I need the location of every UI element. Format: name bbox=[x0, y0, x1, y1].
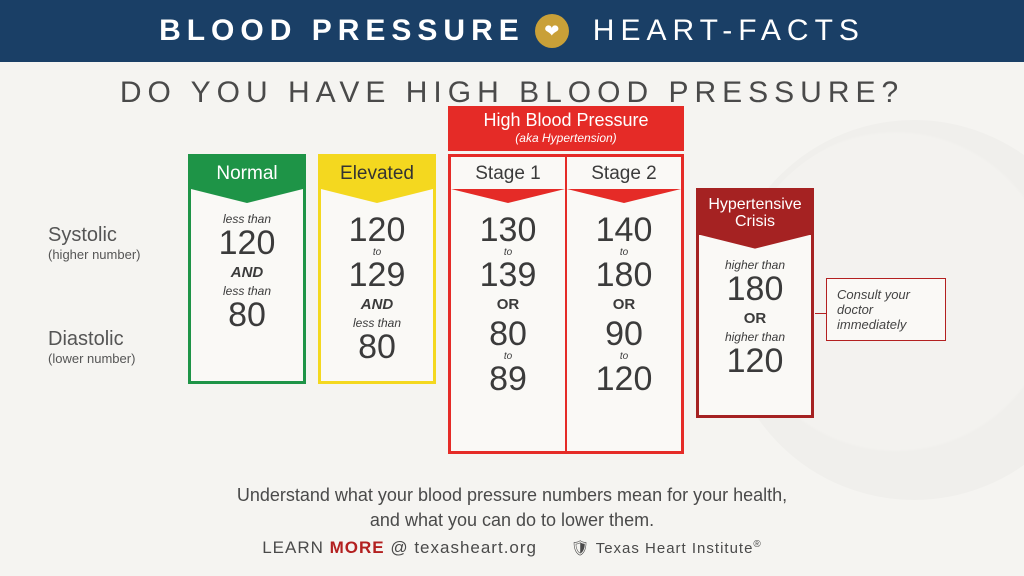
header-title-right: HEART-FACTS bbox=[593, 14, 865, 48]
card-stage2: Stage 2 140 to 180 OR 90 to 120 bbox=[566, 154, 684, 454]
card-stage2-header: Stage 2 bbox=[567, 157, 681, 189]
card-elevated: Elevated 120 to 129 AND less than 80 bbox=[318, 154, 436, 384]
chevron-icon bbox=[567, 189, 681, 203]
chevron-icon bbox=[191, 189, 303, 203]
card-elevated-header: Elevated bbox=[321, 157, 433, 189]
card-normal-header: Normal bbox=[191, 157, 303, 189]
card-normal: Normal less than 120 AND less than 80 bbox=[188, 154, 306, 384]
group-hbp-header: High Blood Pressure (aka Hypertension) bbox=[448, 106, 684, 151]
chevron-icon bbox=[321, 189, 433, 203]
heart-icon: ❤ bbox=[535, 14, 569, 48]
card-normal-body: less than 120 AND less than 80 bbox=[191, 203, 303, 381]
card-crisis-body: higher than 180 OR higher than 120 bbox=[699, 249, 811, 415]
diastolic-label: Diastolic (lower number) bbox=[48, 328, 188, 366]
row-labels: Systolic (higher number) Diastolic (lowe… bbox=[48, 224, 188, 432]
card-elevated-body: 120 to 129 AND less than 80 bbox=[321, 203, 433, 381]
card-stage1-body: 130 to 139 OR 80 to 89 bbox=[451, 203, 565, 451]
group-high-blood-pressure: High Blood Pressure (aka Hypertension) S… bbox=[448, 154, 684, 454]
footer: Understand what your blood pressure numb… bbox=[0, 483, 1024, 558]
org-name: 🛡 Texas Heart Institute® bbox=[571, 540, 762, 557]
header-title-left: BLOOD PRESSURE bbox=[159, 14, 525, 48]
footer-line2: and what you can do to lower them. bbox=[0, 508, 1024, 532]
chevron-icon bbox=[451, 189, 565, 203]
footer-learn-more: LEARN MORE @ texasheart.org 🛡 Texas Hear… bbox=[0, 538, 1024, 558]
card-crisis-wrap: Hypertensive Crisis higher than 180 OR h… bbox=[696, 154, 814, 418]
card-crisis: Hypertensive Crisis higher than 180 OR h… bbox=[696, 188, 814, 418]
card-stage2-body: 140 to 180 OR 90 to 120 bbox=[567, 203, 681, 451]
card-crisis-header: Hypertensive Crisis bbox=[699, 191, 811, 235]
page-subtitle: DO YOU HAVE HIGH BLOOD PRESSURE? bbox=[0, 76, 1024, 110]
footer-line1: Understand what your blood pressure numb… bbox=[0, 483, 1024, 507]
main-chart: Systolic (higher number) Diastolic (lowe… bbox=[0, 120, 1024, 454]
header-bar: BLOOD PRESSURE ❤ HEART-FACTS bbox=[0, 0, 1024, 62]
crisis-callout: Consult your doctor immediately bbox=[826, 278, 946, 341]
category-cards: Normal less than 120 AND less than 80 El… bbox=[188, 120, 814, 454]
card-stage1-header: Stage 1 bbox=[451, 157, 565, 189]
card-stage1: Stage 1 130 to 139 OR 80 to 89 bbox=[448, 154, 566, 454]
chevron-icon bbox=[699, 235, 811, 249]
systolic-label: Systolic (higher number) bbox=[48, 224, 188, 262]
